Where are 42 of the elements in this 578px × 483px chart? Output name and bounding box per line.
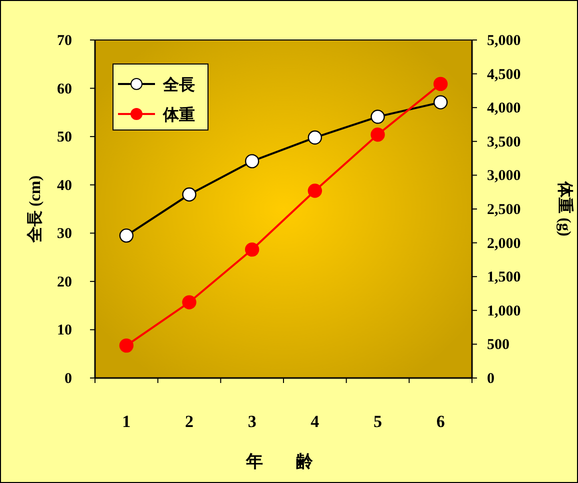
point (433, 76, 448, 92)
x-tick-label: 3 (248, 412, 256, 431)
x-tick-label: 5 (374, 412, 382, 431)
point (244, 154, 260, 168)
y2-tick-label: 2,000 (487, 236, 521, 252)
y2-axis-title: 体重 (g) (556, 180, 574, 236)
x-tick-label: 1 (122, 412, 131, 431)
y-tick-label: 40 (57, 178, 72, 194)
y2-tick-label: 3,500 (487, 134, 521, 150)
y2-tick-label: 2,500 (487, 202, 521, 218)
point (119, 228, 134, 243)
point (119, 338, 134, 353)
point (370, 128, 385, 142)
y-tick-label: 0 (64, 371, 72, 387)
y2-tick-label: 3,000 (487, 168, 521, 184)
point (433, 95, 448, 110)
point (182, 295, 196, 310)
y-tick-label: 60 (57, 81, 72, 98)
x-tick-label: 6 (436, 412, 445, 431)
y-axis-title: 全長 (cm) (26, 175, 44, 244)
x-tick-label: 2 (185, 412, 194, 431)
point (308, 184, 322, 198)
y2-tick-label: 1,000 (487, 303, 521, 320)
point (308, 130, 322, 145)
y2-tick-label: 0 (487, 371, 494, 387)
point (244, 242, 260, 257)
x-axis-title: 年 齢 (245, 452, 321, 471)
legend-label: 全長 (162, 76, 195, 94)
y-tick-label: 10 (57, 322, 72, 339)
point (370, 110, 385, 124)
legend-label: 体重 (162, 106, 195, 124)
y2-tick-label: 1,500 (487, 270, 521, 286)
y-tick-label: 30 (57, 226, 72, 242)
y-tick-label: 20 (57, 274, 72, 290)
y2-tick-label: 5,000 (487, 33, 521, 49)
point (182, 187, 196, 202)
y-tick-label: 70 (57, 33, 72, 49)
x-tick-label: 4 (310, 412, 320, 431)
y2-tick-label: 4,500 (487, 66, 521, 83)
y2-tick-label: 500 (487, 337, 510, 354)
y2-tick-label: 4,000 (487, 100, 521, 117)
y-tick-label: 50 (57, 130, 72, 146)
